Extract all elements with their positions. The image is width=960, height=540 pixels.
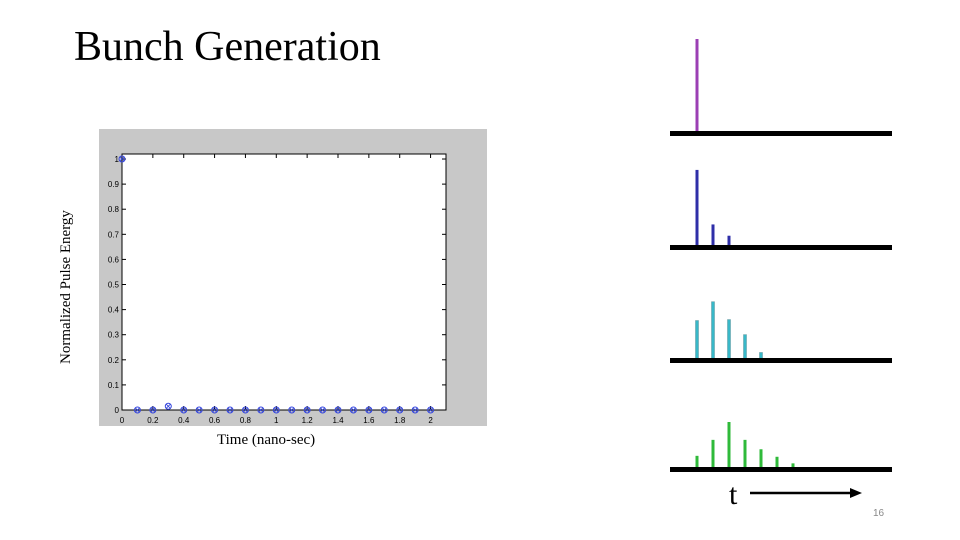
data-point [211,406,219,414]
data-point [180,406,188,414]
data-point [319,406,327,414]
data-point [349,406,357,414]
y-tick-label: 0.7 [108,230,120,239]
data-point [241,406,249,414]
pulse-baseline [670,467,892,472]
x-tick-label: 0.4 [178,416,190,425]
x-tick-label: 1.2 [302,416,314,425]
pulse-baseline [670,131,892,136]
data-point [118,155,126,163]
pulse-bar [759,449,763,469]
x-tick-label: 1.8 [394,416,406,425]
time-axis-label: t [729,478,738,511]
data-point [288,406,296,414]
x-tick-label: 0.6 [209,416,221,425]
pulse-bar [695,320,699,361]
pulse-baseline [670,358,892,363]
y-tick-label: 0.1 [108,381,120,390]
plot-area [121,153,447,411]
data-point [272,406,280,414]
arrow-head-icon [850,488,862,498]
pulse-bar [743,439,747,469]
y-tick-label: 0.8 [108,205,120,214]
data-point [164,402,172,410]
pulse-bar [727,319,731,361]
data-point [257,406,265,414]
y-tick-label: 0.4 [108,306,120,315]
y-tick-label: 0.2 [108,356,120,365]
data-point [133,406,141,414]
pulse-bar [711,439,715,469]
x-tick-label: 1.4 [332,416,344,425]
pulse-bar [695,169,699,247]
x-tick-label: 1 [274,416,279,425]
x-tick-label: 2 [428,416,433,425]
slide-title: Bunch Generation [74,24,381,70]
data-point [411,406,419,414]
x-axis-label: Time (nano-sec) [217,432,316,448]
x-tick-label: 0.8 [240,416,252,425]
data-point [396,406,404,414]
y-tick-label: 0.6 [108,255,120,264]
pulse-bar [727,422,731,469]
pulse-bar [711,224,715,247]
y-tick-label: 0 [115,406,120,415]
x-tick-label: 0 [120,416,125,425]
pulse-bar [695,39,699,133]
y-tick-label: 0.3 [108,331,120,340]
slide-number: 16 [873,508,885,519]
pulse-bar [695,455,699,469]
data-point [149,406,157,414]
pulse-bar [727,235,731,247]
pulse-bar [711,301,715,361]
data-point [365,406,373,414]
data-point [380,406,388,414]
data-point [303,406,311,414]
pulse-bar [791,463,795,469]
x-tick-label: 0.2 [147,416,159,425]
y-tick-label: 0.5 [108,281,120,290]
x-tick-label: 1.6 [363,416,375,425]
pulse-baseline [670,245,892,250]
data-point [427,406,435,414]
data-point [195,406,203,414]
y-tick-label: 0.9 [108,180,120,189]
data-point [226,406,234,414]
data-point [334,406,342,414]
y-tick-label: 1 [115,155,120,164]
pulse-bar [775,456,779,469]
pulse-bar [743,334,747,361]
